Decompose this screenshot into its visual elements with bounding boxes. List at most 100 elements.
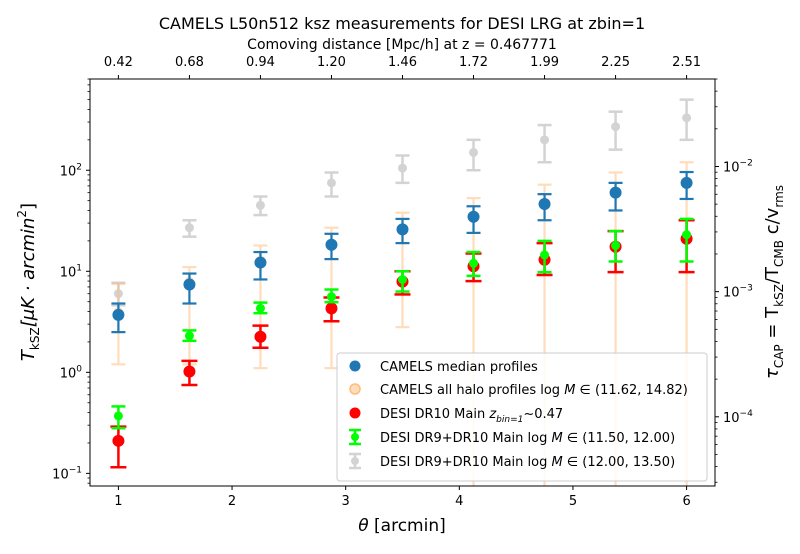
data-point-gray (184, 223, 194, 233)
x-tick-label: 6 (682, 494, 690, 509)
errorbar-gray (182, 219, 197, 238)
top-tick-label: 0.94 (246, 55, 275, 70)
data-point-gray (398, 163, 407, 173)
data-point-desi-green (113, 411, 123, 421)
series-gray (111, 98, 694, 307)
top-tick-label: 1.20 (317, 55, 346, 70)
top-tick-label: 2.25 (601, 55, 630, 70)
data-point-camels-median (538, 198, 551, 211)
data-point-desi-green (184, 331, 194, 341)
data-point-gray (540, 135, 550, 145)
top-axis-ticks: 0.42 0.68 0.94 1.20 1.46 1.72 1.99 2.25 2.51 (104, 55, 701, 79)
data-point-gray (682, 113, 692, 123)
errorbar-desi-red (252, 324, 269, 350)
errorbar-gray (608, 110, 623, 151)
x-axis-label: θ [arcmin] (358, 516, 446, 536)
errorbar-camels-median (679, 170, 694, 201)
errorbar-camels-median (608, 181, 623, 212)
errorbar-desi-green (395, 270, 410, 293)
data-point-desi-red (112, 434, 125, 447)
data-point-desi-green (398, 274, 407, 284)
errorbar-camels-median (111, 302, 126, 334)
data-point-camels-median (396, 223, 409, 236)
data-point-camels-median (680, 176, 693, 189)
errorbar-camels-median (395, 217, 410, 245)
data-point-camels-median (254, 256, 267, 269)
data-point-desi-green (682, 230, 692, 240)
legend-label-desi-red: DESI DR10 Main zbin=1~0.47 (380, 407, 563, 425)
legend-label-camels-median: CAMELS median profiles (380, 360, 538, 375)
errorbar-desi-green (608, 229, 623, 263)
data-point-camels-median (112, 308, 125, 321)
right-axis-label: τCAP = TkSZ/TCMB c/vrms (762, 185, 786, 379)
legend-marker-desi-gray (349, 452, 361, 470)
plot-frame (89, 78, 716, 487)
top-tick-label: 2.51 (672, 55, 701, 70)
top-tick-label: 1.46 (388, 55, 417, 70)
x-tick-label: 3 (342, 494, 350, 509)
data-point-desi-red (325, 302, 338, 315)
data-point-camels-median (467, 210, 480, 223)
top-tick-label: 0.68 (175, 55, 204, 70)
data-point-desi-green (326, 292, 336, 302)
data-point-desi-green (611, 240, 621, 250)
top-tick-label: 1.72 (459, 55, 488, 70)
errorbar-camels-median (182, 272, 197, 305)
series-desi-green (111, 217, 694, 430)
errorbar-camels-median (253, 250, 268, 281)
errorbar-gray (324, 171, 339, 198)
y-tick-label: 101 (60, 263, 82, 280)
plot-series (110, 98, 695, 486)
errorbar-camels-median (466, 205, 481, 234)
errorbar-desi-green (253, 301, 268, 315)
errorbar-camels-median (537, 193, 552, 222)
top-axis-label: Comoving distance [Mpc/h] at z = 0.46777… (247, 37, 557, 53)
errorbar-desi-green (111, 405, 126, 430)
errorbar-desi-green (466, 250, 481, 278)
x-tick-label: 5 (569, 494, 577, 509)
data-point-desi-green (540, 250, 550, 260)
data-point-gray (255, 200, 265, 210)
y-tick-label: 102 (60, 162, 82, 179)
legend-box (336, 352, 708, 482)
errorbar-gray (537, 123, 552, 164)
errorbar-desi-green (182, 329, 197, 343)
errorbar-desi-green (537, 239, 552, 274)
errorbar-desi-green (324, 288, 339, 304)
legend-marker-camels-all (349, 383, 361, 395)
data-point-desi-green (255, 303, 265, 313)
legend-label-camels-all: CAMELS all halo profiles log M ∈ (11.62,… (380, 383, 688, 398)
x-tick-label: 1 (114, 494, 122, 509)
right-tick-label: 10−4 (723, 409, 753, 426)
y-tick-label: 10−1 (52, 465, 82, 482)
legend-label-desi-green: DESI DR9+DR10 Main log M ∈ (11.50, 12.00… (380, 431, 675, 446)
y-axis-ticks: 10−1 100 101 102 (52, 78, 90, 484)
data-point-gray (469, 147, 479, 157)
x-tick-label: 4 (455, 494, 463, 509)
errorbar-gray (679, 98, 694, 142)
axes-frame (89, 78, 716, 487)
y-axis-label: TkSZ[μK · arcmin2] (15, 203, 42, 361)
legend-marker-desi-red (349, 407, 361, 419)
top-tick-label: 1.99 (530, 55, 559, 70)
errorbar-gray (395, 154, 410, 185)
errorbar-camels-median (324, 232, 339, 261)
right-tick-label: 10−3 (723, 284, 753, 301)
right-axis-ticks: 10−4 10−3 10−2 (715, 78, 753, 483)
data-point-desi-red (254, 330, 267, 343)
x-axis-ticks: 1 2 3 4 5 6 (114, 486, 691, 509)
top-tick-label: 0.42 (104, 55, 133, 70)
errorbar-desi-red (181, 359, 198, 387)
series-camels-median (111, 170, 694, 334)
errorbar-gray (253, 195, 268, 217)
legend-label-desi-gray: DESI DR9+DR10 Main log M ∈ (12.00, 13.50… (380, 455, 675, 470)
data-point-desi-green (469, 258, 479, 268)
legend-marker-camels-median (349, 360, 361, 372)
data-point-gray (326, 178, 336, 188)
data-point-desi-red (183, 365, 196, 378)
data-point-camels-median (325, 238, 338, 251)
x-tick-label: 2 (228, 494, 236, 509)
data-point-camels-median (183, 278, 196, 291)
errorbar-desi-green (679, 217, 694, 263)
data-point-gray (611, 122, 621, 132)
